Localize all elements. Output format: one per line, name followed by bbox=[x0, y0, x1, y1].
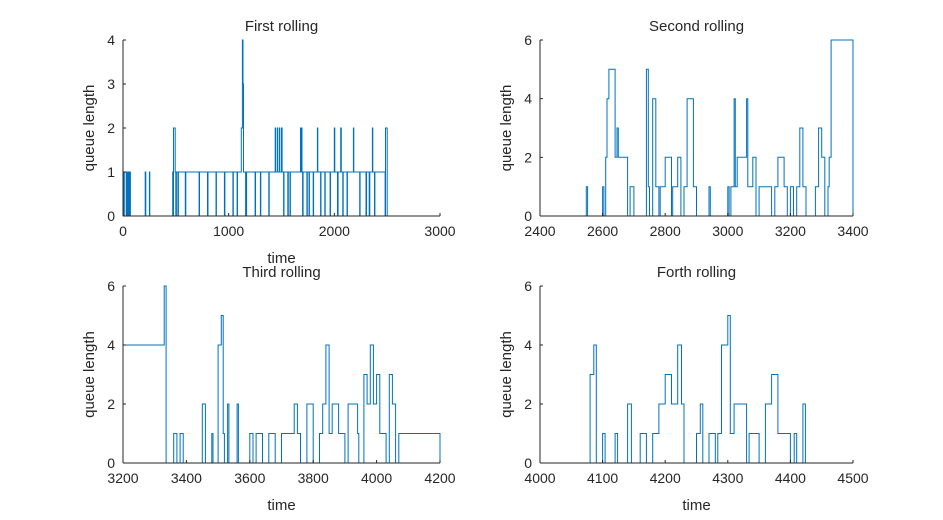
series-line bbox=[122, 39, 440, 217]
x-tick-label: 3800 bbox=[298, 470, 329, 486]
y-tick-label: 6 bbox=[107, 278, 115, 294]
x-tick-label: 3200 bbox=[775, 223, 806, 239]
y-axis-label: queue length bbox=[498, 85, 515, 172]
x-tick-label: 3400 bbox=[171, 470, 202, 486]
x-tick-label: 4000 bbox=[524, 470, 555, 486]
y-tick-label: 4 bbox=[524, 337, 532, 353]
y-tick-label: 6 bbox=[524, 32, 532, 48]
y-tick-label: 4 bbox=[107, 337, 115, 353]
y-axis-label: queue length bbox=[81, 85, 98, 172]
chart-title: Forth rolling bbox=[657, 264, 736, 281]
subplot-first-rolling: 0 1000 2000 3000 0 1 2 3 4 First rolling time queue… bbox=[81, 18, 456, 267]
y-tick-label: 0 bbox=[524, 455, 532, 471]
x-tick-label: 3000 bbox=[424, 223, 455, 239]
subplot-forth-rolling: 4000 4100 4200 4300 4400 4500 0 2 4 6 Forth rollin… bbox=[498, 264, 869, 514]
x-tick-label: 4500 bbox=[837, 470, 868, 486]
x-tick-label: 2000 bbox=[319, 223, 350, 239]
y-tick-label: 2 bbox=[107, 396, 115, 412]
y-tick-label: 2 bbox=[107, 120, 115, 136]
x-tick-label: 4300 bbox=[712, 470, 743, 486]
y-axis-label: queue length bbox=[498, 331, 515, 418]
x-tick-label: 2800 bbox=[650, 223, 681, 239]
x-tick-label: 1000 bbox=[213, 223, 244, 239]
series-line bbox=[540, 39, 854, 217]
x-tick-label: 2600 bbox=[587, 223, 618, 239]
y-tick-label: 0 bbox=[524, 208, 532, 224]
y-tick-label: 2 bbox=[524, 396, 532, 412]
x-axis-label: time bbox=[267, 250, 295, 267]
x-tick-label: 3200 bbox=[107, 470, 138, 486]
x-tick-label: 2400 bbox=[524, 223, 555, 239]
x-tick-label: 0 bbox=[119, 223, 127, 239]
y-tick-label: 4 bbox=[107, 32, 115, 48]
y-tick-label: 4 bbox=[524, 91, 532, 107]
x-axis-label: time bbox=[682, 497, 710, 514]
y-tick-label: 3 bbox=[107, 76, 115, 92]
y-tick-label: 0 bbox=[107, 208, 115, 224]
x-tick-label: 3000 bbox=[712, 223, 743, 239]
chart-title: Second rolling bbox=[649, 18, 744, 35]
y-tick-label: 0 bbox=[107, 455, 115, 471]
series-line bbox=[540, 315, 853, 464]
chart-title: Third rolling bbox=[242, 264, 320, 281]
x-axis-label: time bbox=[267, 497, 295, 514]
chart-title: First rolling bbox=[245, 18, 318, 35]
x-tick-label: 4200 bbox=[650, 470, 681, 486]
x-tick-label: 4400 bbox=[775, 470, 806, 486]
x-tick-label: 4000 bbox=[361, 470, 392, 486]
subplot-third-rolling: 3200 3400 3600 3800 4000 4200 0 2 4 6 Third rollin… bbox=[81, 264, 456, 514]
x-tick-label: 4200 bbox=[424, 470, 455, 486]
y-tick-label: 1 bbox=[107, 164, 115, 180]
y-tick-label: 6 bbox=[524, 278, 532, 294]
series-line bbox=[123, 285, 441, 464]
subplot-second-rolling: 2400 2600 2800 3000 3200 3400 0 2 4 6 Second rolli… bbox=[498, 18, 869, 239]
x-tick-label: 4100 bbox=[587, 470, 618, 486]
x-tick-label: 3600 bbox=[234, 470, 265, 486]
x-tick-label: 3400 bbox=[837, 223, 868, 239]
y-tick-label: 2 bbox=[524, 149, 532, 165]
y-axis-label: queue length bbox=[81, 331, 98, 418]
